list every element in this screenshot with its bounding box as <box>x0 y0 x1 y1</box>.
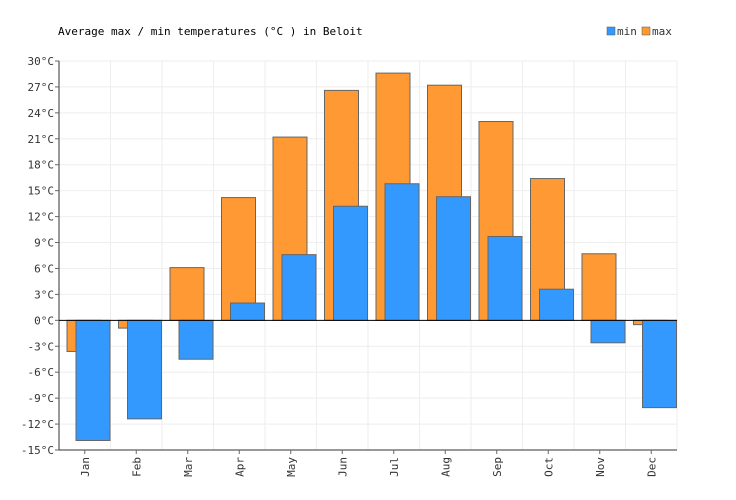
y-tick-label: 24°C <box>28 107 55 120</box>
y-tick-label: 12°C <box>28 211 55 224</box>
x-tick-label: Feb <box>130 457 143 477</box>
x-axis-ticks: Jan Feb Mar Apr May Jun Jul Aug Sep Oct Nov Dec <box>79 450 658 477</box>
x-tick-label: Jun <box>336 457 349 477</box>
x-tick-label: Jan <box>79 457 92 477</box>
x-tick-label: Jul <box>388 457 401 477</box>
y-tick-label: -3°C <box>28 340 55 353</box>
y-tick-label: 3°C <box>34 288 54 301</box>
x-tick-label: Nov <box>594 457 607 477</box>
bar-min-jul <box>384 183 420 321</box>
x-tick-label: Sep <box>491 457 504 477</box>
x-tick-label: Oct <box>542 457 555 477</box>
bar-min-nov <box>590 319 626 344</box>
y-tick-label: -12°C <box>21 418 54 431</box>
bar-min-apr <box>230 302 265 321</box>
y-tick-label: -6°C <box>28 366 55 379</box>
legend-swatch-max <box>641 26 651 36</box>
y-tick-label: 6°C <box>34 262 54 275</box>
legend-swatch-min <box>606 26 616 36</box>
bar-min-mar <box>178 319 214 360</box>
x-tick-label: Apr <box>233 457 246 477</box>
legend-label-max: max <box>652 25 672 38</box>
y-tick-label: 0°C <box>34 314 54 327</box>
y-tick-label: 21°C <box>28 133 55 146</box>
y-tick-label: 9°C <box>34 237 54 250</box>
bar-min-jun <box>333 205 368 321</box>
x-tick-label: Aug <box>439 457 452 477</box>
y-tick-label: 30°C <box>28 55 55 68</box>
y-tick-label: -9°C <box>28 392 55 405</box>
y-tick-label: 18°C <box>28 159 55 172</box>
bar-max-nov <box>581 253 617 321</box>
x-tick-label: May <box>285 457 298 477</box>
x-tick-label: Dec <box>645 457 658 477</box>
bars <box>66 72 677 441</box>
bar-max-apr <box>221 197 256 321</box>
y-tick-label: 15°C <box>28 185 55 198</box>
bar-min-sep <box>487 235 523 321</box>
bar-min-may <box>281 254 317 321</box>
x-tick-label: Mar <box>182 457 195 477</box>
bar-max-mar <box>169 267 205 321</box>
bar-min-jan <box>75 319 111 441</box>
bar-min-aug <box>436 196 471 321</box>
bar-min-feb <box>127 319 162 420</box>
y-tick-label: 27°C <box>28 81 55 94</box>
legend: min max <box>606 25 672 38</box>
y-axis-ticks: 30°C 27°C 24°C 21°C 18°C 15°C 12°C 9°C 6°C 3°C 0°C… <box>21 55 59 457</box>
axes <box>58 61 677 451</box>
bar-min-dec <box>642 319 677 409</box>
legend-label-min: min <box>617 25 637 38</box>
y-tick-label: -15°C <box>21 444 54 457</box>
bar-min-oct <box>539 288 574 321</box>
chart-title: Average max / min temperatures (°C ) in … <box>58 25 363 38</box>
